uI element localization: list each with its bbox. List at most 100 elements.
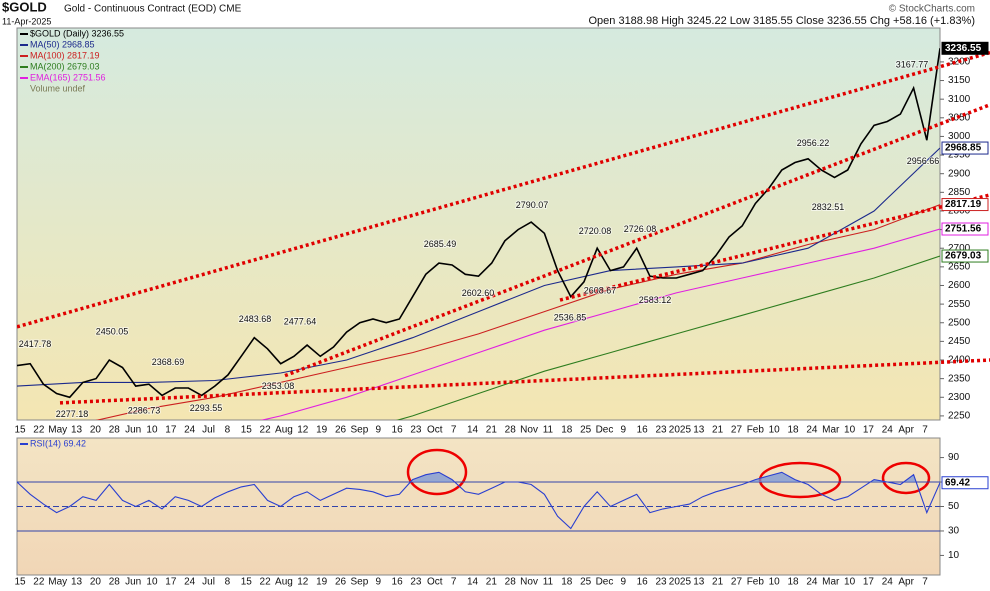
- price-panel: [16, 27, 941, 421]
- legend-label: RSI(14) 69.42: [30, 438, 86, 448]
- price-annotation: 2685.49: [424, 239, 457, 249]
- x-tick-label: Apr: [898, 577, 914, 588]
- highlight-circle: [406, 448, 468, 496]
- x-tick-label: Mar: [822, 577, 840, 588]
- y-tick-label: 3100: [948, 94, 971, 105]
- x-tick-label: Feb: [747, 425, 765, 436]
- x-tick-label: 17: [165, 425, 177, 436]
- price-annotation: 2583.12: [639, 295, 672, 305]
- x-tick-label: Mar: [822, 425, 840, 436]
- series-line: [17, 48, 940, 399]
- x-tick-label: 21: [486, 577, 498, 588]
- price-annotation: 2450.05: [96, 327, 129, 337]
- price-annotation: 2477.64: [284, 316, 317, 326]
- price-annotation: 2790.07: [516, 200, 549, 210]
- x-tick-label: 14: [467, 577, 479, 588]
- x-tick-label: 19: [316, 425, 328, 436]
- x-tick-label: 15: [14, 577, 26, 588]
- x-tick-label: 23: [410, 425, 422, 436]
- x-tick-label: 7: [922, 425, 928, 436]
- value-tag: 2817.19: [945, 199, 982, 210]
- value-tag-box: [941, 198, 989, 212]
- price-annotation: 2368.69: [152, 357, 185, 367]
- y-tick-label: 2700: [948, 243, 971, 254]
- x-tick-label: 16: [392, 577, 404, 588]
- x-tick-label: Oct: [427, 425, 443, 436]
- x-tick-label: 11: [543, 577, 554, 588]
- x-tick-label: 10: [769, 577, 781, 588]
- x-tick-label: 27: [731, 577, 743, 588]
- x-tick-label: Apr: [898, 425, 914, 436]
- x-tick-label: 20: [90, 577, 102, 588]
- x-tick-label: 13: [693, 577, 705, 588]
- y-tick-label: 2250: [948, 411, 971, 422]
- x-tick-label: 17: [165, 577, 177, 588]
- x-tick-label: 17: [863, 577, 875, 588]
- x-tick-label: Jul: [202, 425, 215, 436]
- x-tick-label: Jun: [125, 577, 141, 588]
- x-tick-label: 21: [712, 425, 724, 436]
- price-annotation: 2483.68: [239, 314, 272, 324]
- x-tick-label: 17: [863, 425, 875, 436]
- y-tick-label: 3150: [948, 75, 971, 86]
- legend-label: EMA(165) 2751.56: [30, 72, 106, 82]
- x-tick-label: 16: [637, 425, 649, 436]
- x-tick-label: 26: [335, 425, 347, 436]
- x-tick-label: 24: [184, 577, 196, 588]
- x-tick-label: 23: [655, 577, 667, 588]
- x-tick-label: 22: [260, 425, 272, 436]
- legend-label: MA(200) 2679.03: [30, 61, 100, 71]
- x-tick-label: 24: [184, 425, 196, 436]
- x-tick-label: 22: [33, 425, 45, 436]
- x-tick-label: 18: [787, 577, 799, 588]
- x-tick-label: Aug: [275, 425, 293, 436]
- x-tick-label: 22: [260, 577, 272, 588]
- series-line: [95, 204, 940, 420]
- x-tick-label: 24: [806, 425, 818, 436]
- y-tick-label: 50: [948, 501, 960, 512]
- value-tag: 3236.55: [945, 43, 982, 54]
- price-annotation: 2956.66: [907, 156, 940, 166]
- x-tick-label: 12: [297, 425, 309, 436]
- series-line: [17, 147, 940, 387]
- x-tick-label: 14: [467, 425, 479, 436]
- legend-label: Volume undef: [30, 83, 86, 93]
- x-tick-label: 10: [844, 577, 856, 588]
- price-annotation: 2726.08: [624, 224, 657, 234]
- x-tick-label: 28: [109, 425, 121, 436]
- highlight-circle: [881, 461, 931, 495]
- x-tick-label: 18: [561, 577, 573, 588]
- x-tick-label: 28: [109, 577, 121, 588]
- x-tick-label: Jul: [202, 577, 215, 588]
- panel-layer: [17, 471, 940, 532]
- x-tick-label: 15: [241, 425, 253, 436]
- x-tick-label: 18: [787, 425, 799, 436]
- price-annotation: 2293.55: [190, 403, 223, 413]
- price-annotation: 2608.67: [584, 286, 617, 296]
- x-tick-label: Sep: [350, 425, 368, 436]
- trendline: [17, 50, 990, 329]
- x-tick-label: 27: [731, 425, 743, 436]
- series-line: [260, 228, 940, 420]
- x-tick-label: 15: [241, 577, 253, 588]
- x-tick-label: 13: [71, 425, 83, 436]
- y-tick-label: 2350: [948, 373, 971, 384]
- value-tag-box: [941, 476, 989, 490]
- x-tick-label: 2025: [669, 577, 692, 588]
- y-tick-label: 10: [948, 550, 960, 561]
- quote: Open 3188.98 High 3245.22 Low 3185.55 Cl…: [588, 15, 975, 27]
- x-tick-label: Nov: [520, 577, 538, 588]
- x-tick-label: May: [48, 577, 67, 588]
- price-annotation: 2353.08: [262, 381, 295, 391]
- x-tick-label: 24: [806, 577, 818, 588]
- value-tag: 2751.56: [945, 224, 982, 235]
- y-tick-label: 2450: [948, 336, 971, 347]
- price-annotation: 2602.60: [462, 288, 495, 298]
- trendline: [559, 193, 990, 302]
- value-tag: 2968.85: [945, 143, 982, 154]
- value-tag-box: [941, 249, 989, 263]
- x-tick-label: 16: [392, 425, 404, 436]
- y-tick-label: 30: [948, 526, 960, 537]
- x-tick-label: 21: [712, 577, 724, 588]
